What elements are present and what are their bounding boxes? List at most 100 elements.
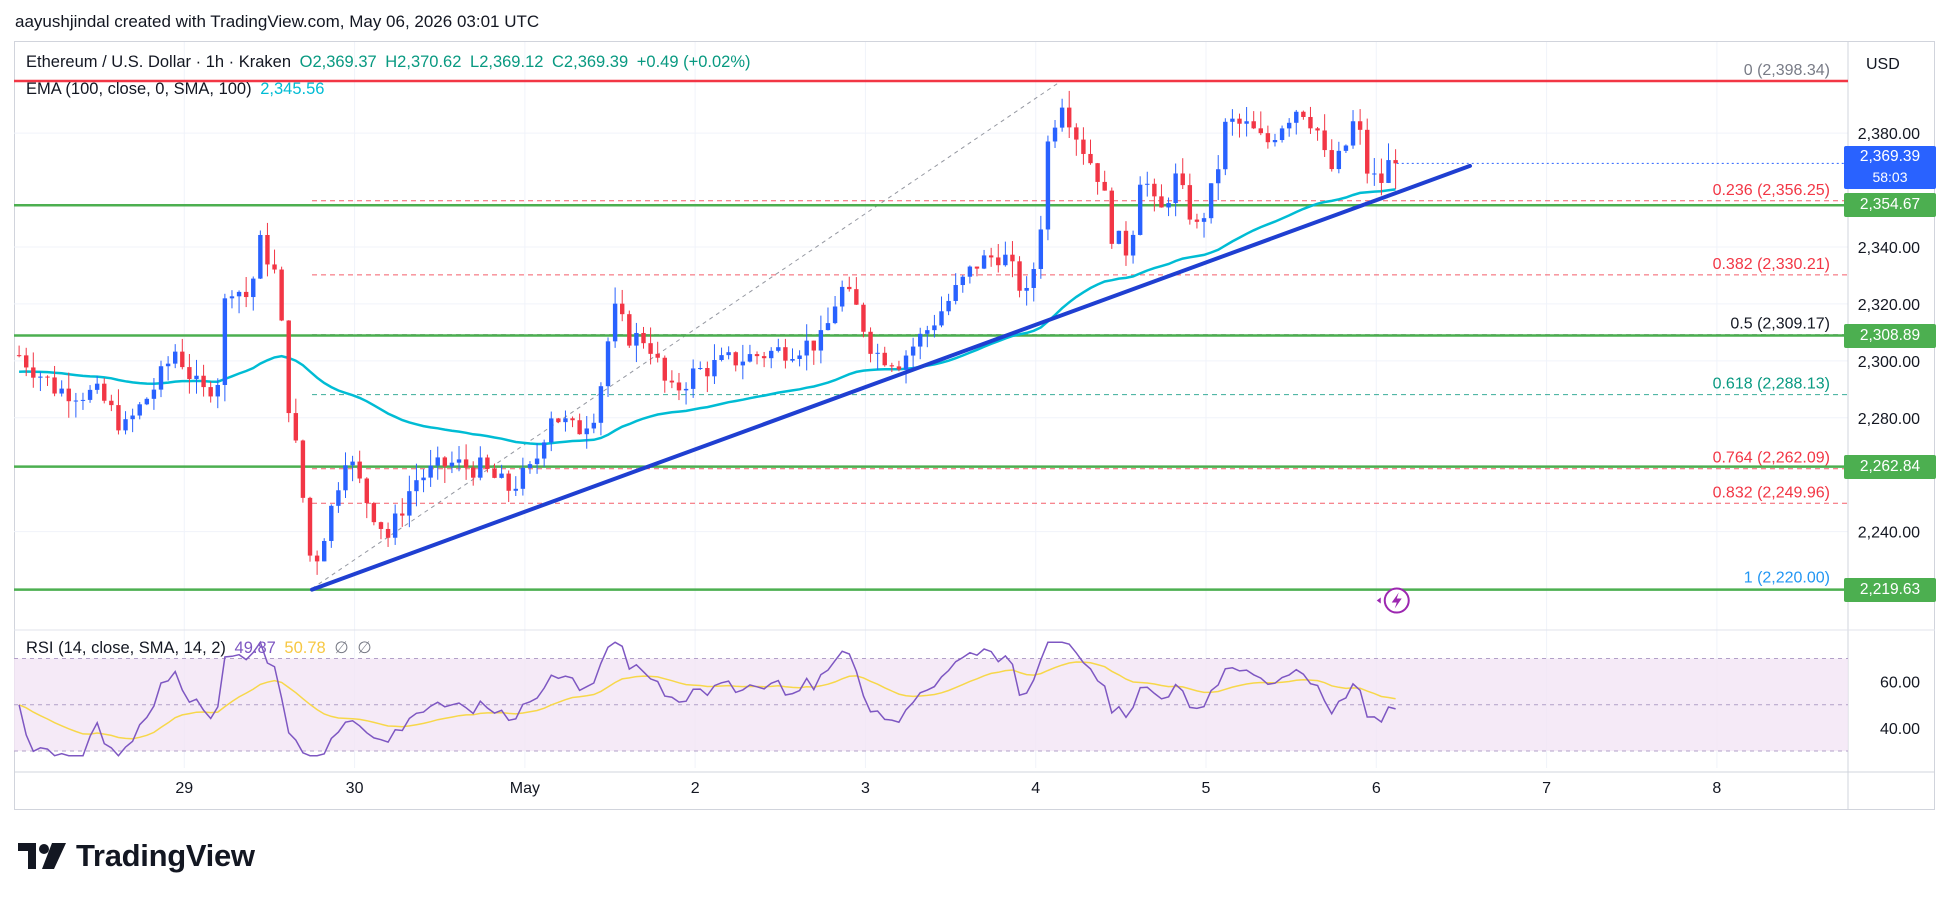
- ema-label[interactable]: EMA (100, close, 0, SMA, 100): [26, 80, 252, 98]
- candle-body: [1123, 230, 1129, 256]
- candle: [556, 417, 561, 424]
- candle-body: [357, 461, 362, 479]
- candle-body: [1251, 121, 1256, 129]
- candle-body: [889, 365, 895, 367]
- candle: [1343, 144, 1349, 153]
- candle-body: [478, 457, 483, 478]
- legend-open: O2,369.37: [299, 53, 377, 71]
- candle: [272, 249, 277, 274]
- candle: [1074, 123, 1079, 156]
- candle: [1010, 241, 1015, 278]
- candle-body: [130, 415, 135, 420]
- candle-body: [627, 314, 632, 346]
- candle: [59, 380, 64, 397]
- candle: [669, 370, 675, 389]
- candle-body: [1208, 183, 1214, 219]
- candle: [769, 347, 774, 369]
- candle-body: [634, 332, 639, 346]
- candle: [612, 287, 618, 348]
- time-tick-label: May: [510, 780, 540, 797]
- candle-body: [471, 467, 476, 478]
- candle: [194, 359, 199, 394]
- candle: [463, 444, 469, 480]
- candle-body: [1130, 234, 1136, 256]
- candle: [428, 449, 433, 487]
- candle-body: [1017, 261, 1022, 291]
- time-tick-label: 29: [175, 780, 193, 797]
- candle-body: [1145, 183, 1150, 185]
- candle: [520, 457, 526, 496]
- candle-body: [527, 464, 533, 468]
- candle: [896, 360, 902, 372]
- tradingview-logo-icon: [18, 843, 66, 869]
- candle: [974, 266, 980, 277]
- candle: [903, 350, 909, 384]
- candle: [676, 372, 682, 401]
- candle-body: [343, 465, 348, 491]
- candle: [24, 347, 29, 377]
- legend-change: +0.49 (+0.02%): [636, 53, 751, 71]
- candle-body: [1315, 128, 1320, 131]
- candle-body: [407, 491, 412, 516]
- rsi-label[interactable]: RSI (14, close, SMA, 14, 2): [26, 639, 226, 657]
- candle-body: [825, 323, 831, 331]
- candle-body: [1201, 218, 1207, 222]
- candle-body: [73, 400, 79, 402]
- candle: [350, 455, 355, 482]
- candle-body: [903, 355, 909, 370]
- candle-body: [1180, 173, 1185, 186]
- rsi-extra-2: ∅: [357, 639, 372, 657]
- candle: [620, 289, 625, 322]
- candle: [527, 461, 533, 474]
- rsi-extra-1: ∅: [334, 639, 349, 657]
- symbol-title[interactable]: Ethereum / U.S. Dollar · 1h · Kraken: [26, 53, 292, 71]
- candle-body: [350, 461, 355, 466]
- rsi-ma-value: 50.78: [284, 639, 326, 657]
- candle: [918, 327, 923, 360]
- candle: [1208, 183, 1214, 224]
- candle-body: [662, 357, 667, 381]
- candle-body: [1095, 163, 1100, 182]
- candle: [641, 326, 646, 349]
- ema-line: [19, 188, 1396, 446]
- candle-body: [1386, 160, 1391, 183]
- legend-high: H2,370.62: [385, 53, 462, 71]
- fib-level-label: 0.382 (2,330.21): [1713, 256, 1830, 273]
- candle-body: [563, 418, 568, 423]
- legend-close: C2,369.39: [552, 53, 629, 71]
- candle-body: [556, 418, 561, 423]
- candle: [1194, 213, 1200, 229]
- candle-body: [251, 278, 256, 298]
- candle-body: [591, 422, 597, 429]
- candle: [435, 446, 440, 480]
- candle: [1088, 139, 1093, 165]
- time-tick-label: 7: [1542, 780, 1551, 797]
- bullish-trendline: [310, 163, 1472, 592]
- candle: [336, 482, 341, 513]
- tradingview-logo[interactable]: TradingView: [18, 838, 255, 874]
- candle: [1336, 141, 1342, 174]
- candle: [421, 469, 426, 493]
- candle: [1159, 184, 1164, 208]
- candle-body: [1024, 287, 1029, 291]
- fib-level-label: 0.832 (2,249.96): [1713, 484, 1830, 501]
- time-tick-label: 30: [346, 780, 364, 797]
- candle: [811, 340, 816, 365]
- lightning-icon-bolt: [1391, 592, 1402, 609]
- candle-body: [1279, 128, 1285, 141]
- candle: [1102, 170, 1107, 191]
- candle-body: [1010, 254, 1015, 262]
- price-tick-label: 2,240.00: [1858, 525, 1920, 542]
- candle-body: [87, 389, 93, 400]
- candle-body: [669, 380, 675, 383]
- candle: [1031, 262, 1036, 302]
- candle: [740, 344, 746, 380]
- candle: [229, 290, 235, 309]
- candle-body: [109, 400, 114, 406]
- candle-body: [38, 376, 43, 378]
- candle: [180, 338, 185, 370]
- candle-body: [336, 490, 341, 506]
- currency-label[interactable]: USD: [1866, 56, 1900, 73]
- candle-body: [1308, 116, 1313, 129]
